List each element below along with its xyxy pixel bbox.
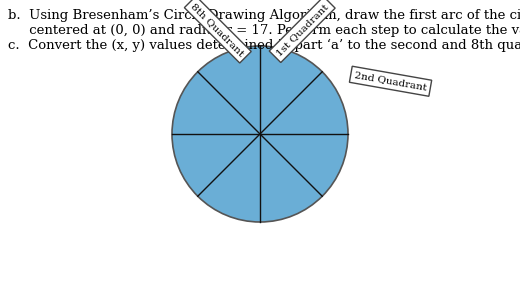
Text: c.  Convert the (x, y) values determined in part ‘a’ to the second and 8th quadr: c. Convert the (x, y) values determined … bbox=[8, 39, 520, 52]
Text: 2nd Quadrant: 2nd Quadrant bbox=[354, 71, 427, 92]
Circle shape bbox=[172, 46, 348, 222]
Text: centered at (0, 0) and radius r = 17. Perform each step to calculate the values.: centered at (0, 0) and radius r = 17. Pe… bbox=[8, 24, 520, 37]
Text: b.  Using Bresenham’s Circle Drawing Algorithm, draw the first arc of the circle: b. Using Bresenham’s Circle Drawing Algo… bbox=[8, 9, 520, 22]
Text: 1st Quadrant: 1st Quadrant bbox=[275, 2, 330, 57]
Text: 8th Quadrant: 8th Quadrant bbox=[189, 1, 246, 58]
